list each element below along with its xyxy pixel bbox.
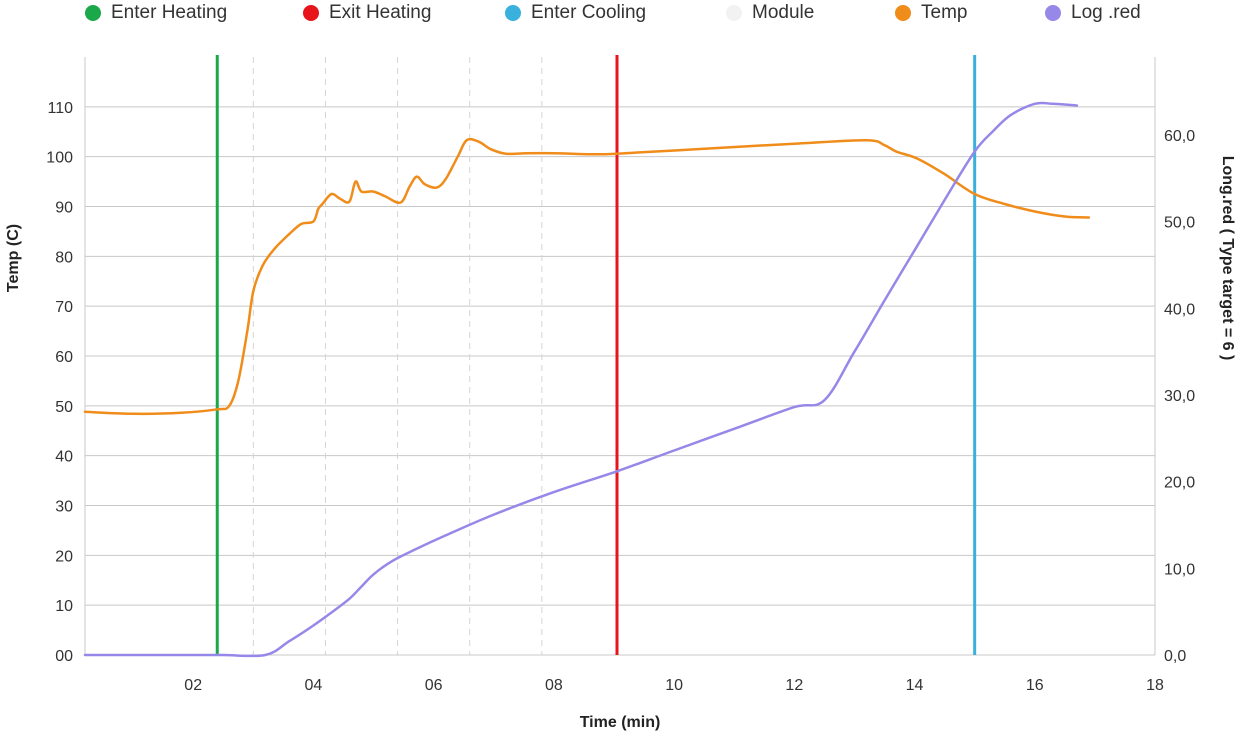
legend-item-enter-cooling: Enter Cooling (505, 2, 646, 24)
legend-dot-exit-heating (303, 5, 319, 21)
legend-dot-enter-heating (85, 5, 101, 21)
legend-item-enter-heating: Enter Heating (85, 2, 227, 24)
y-right-axis-ticks: 0,0 10,0 20,0 30,0 40,0 50,0 60,0 (1164, 128, 1195, 665)
legend-dot-log-red (1045, 5, 1061, 21)
legend-item-module: Module (726, 2, 814, 24)
y-right-tick-label: 60,0 (1164, 128, 1195, 145)
series-lines (83, 101, 1091, 658)
y-right-tick-label: 20,0 (1164, 475, 1195, 492)
x-tick-label: 06 (425, 677, 443, 694)
y-left-tick-label: 100 (46, 150, 73, 167)
y-left-tick-label: 110 (47, 100, 73, 117)
legend-dot-temp (895, 5, 911, 21)
y-left-tick-label: 40 (55, 449, 73, 466)
legend-item-exit-heating: Exit Heating (303, 2, 431, 24)
legend-label-enter-cooling: Enter Cooling (531, 2, 647, 23)
event-markers (215, 55, 977, 655)
y-right-tick-label: 50,0 (1164, 215, 1195, 232)
x-tick-label: 14 (906, 677, 924, 694)
y-right-axis-title: Long.red ( Type target = 6 ) (1219, 156, 1236, 361)
y-left-tick-label: 10 (55, 598, 73, 615)
series-line-log-red (83, 101, 1079, 658)
series-line-temp (83, 137, 1091, 416)
x-tick-label: 02 (184, 677, 202, 694)
legend-label-log-red: Log .red (1071, 2, 1141, 23)
x-tick-label: 12 (785, 677, 803, 694)
y-left-axis-title: Temp (C) (5, 224, 22, 292)
legend-label-module: Module (752, 2, 815, 23)
y-left-tick-label: 90 (55, 200, 73, 217)
chart-legend: Enter Heating Exit Heating Enter Cooling Mo… (0, 0, 1240, 28)
y-right-tick-label: 40,0 (1164, 301, 1195, 318)
y-right-tick-label: 30,0 (1164, 388, 1195, 405)
y-left-tick-label: 70 (55, 299, 73, 316)
legend-dot-enter-cooling (505, 5, 521, 21)
y-left-tick-label: 20 (55, 548, 73, 565)
legend-label-temp: Temp (921, 2, 968, 23)
y-left-axis-ticks: 00 10 20 30 40 50 60 70 80 90 100 110 (46, 100, 73, 665)
legend-dot-module (726, 5, 742, 21)
y-right-tick-label: 0,0 (1164, 648, 1186, 665)
y-left-tick-label: 60 (55, 349, 73, 366)
x-tick-label: 08 (545, 677, 563, 694)
legend-label-exit-heating: Exit Heating (329, 2, 432, 23)
y-left-tick-label: 50 (55, 399, 73, 416)
x-tick-label: 10 (665, 677, 683, 694)
x-axis-ticks: 02 04 06 08 10 12 14 16 18 (184, 677, 1164, 694)
grid-lines (84, 57, 1156, 656)
y-right-tick-label: 10,0 (1164, 561, 1195, 578)
x-tick-label: 04 (305, 677, 323, 694)
legend-item-log-red: Log .red (1045, 2, 1141, 24)
x-tick-label: 18 (1146, 677, 1164, 694)
y-left-tick-label: 80 (55, 249, 73, 266)
x-axis-title: Time (min) (580, 714, 661, 731)
legend-item-temp: Temp (895, 2, 967, 24)
x-tick-label: 16 (1026, 677, 1044, 694)
y-left-tick-label: 00 (55, 648, 73, 665)
legend-label-enter-heating: Enter Heating (111, 2, 228, 23)
y-left-tick-label: 30 (55, 499, 73, 516)
